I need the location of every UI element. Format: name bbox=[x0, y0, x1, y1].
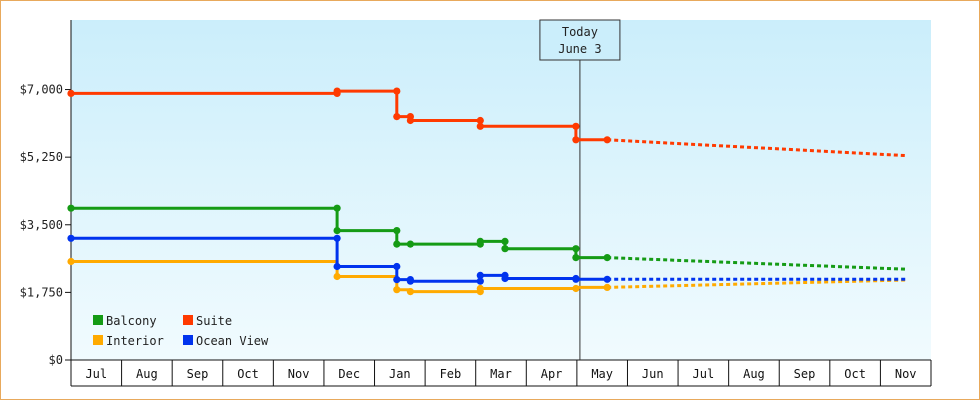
legend-swatch bbox=[183, 315, 193, 325]
data-point[interactable] bbox=[67, 204, 75, 212]
data-point[interactable] bbox=[406, 288, 414, 296]
legend-label: Ocean View bbox=[196, 334, 269, 348]
series-history-line bbox=[71, 236, 608, 283]
data-point[interactable] bbox=[393, 113, 401, 121]
data-point[interactable] bbox=[501, 237, 509, 245]
data-point[interactable] bbox=[603, 283, 611, 291]
data-point[interactable] bbox=[501, 245, 509, 253]
data-point[interactable] bbox=[501, 274, 509, 283]
today-label-line-2: June 3 bbox=[558, 42, 601, 56]
month-label: Jul bbox=[693, 367, 715, 381]
data-point[interactable] bbox=[393, 227, 401, 235]
data-point[interactable] bbox=[333, 204, 341, 212]
data-point[interactable] bbox=[333, 234, 341, 242]
plot-area bbox=[71, 20, 931, 360]
data-point[interactable] bbox=[572, 284, 580, 293]
month-label: Feb bbox=[440, 367, 462, 381]
y-axis: $0 $1,750 $3,500 $5,250 $7,000 bbox=[20, 20, 72, 367]
data-point[interactable] bbox=[476, 237, 484, 245]
data-point[interactable] bbox=[393, 87, 401, 95]
legend-item: Interior bbox=[93, 334, 164, 348]
data-point[interactable] bbox=[67, 257, 75, 266]
data-point[interactable] bbox=[572, 254, 580, 262]
today-label-line-1: Today bbox=[562, 25, 598, 39]
month-label: Nov bbox=[895, 367, 917, 381]
data-point[interactable] bbox=[476, 271, 484, 279]
series-forecast-line bbox=[607, 278, 906, 289]
x-axis: Jul Aug Sep Oct Nov Dec Jan Feb Mar Apr May Jun Jul A… bbox=[70, 359, 932, 387]
legend-label: Balcony bbox=[106, 314, 157, 328]
legend-swatch bbox=[93, 315, 103, 325]
data-point[interactable] bbox=[572, 136, 580, 144]
series-forecast-line bbox=[607, 256, 906, 271]
data-point[interactable] bbox=[333, 272, 341, 281]
data-point[interactable] bbox=[406, 240, 414, 248]
legend-label: Suite bbox=[196, 314, 232, 328]
month-label: Dec bbox=[338, 367, 360, 381]
today-marker: Today June 3 bbox=[539, 19, 621, 360]
data-point[interactable] bbox=[476, 277, 484, 285]
data-point[interactable] bbox=[572, 245, 580, 253]
data-point[interactable] bbox=[406, 116, 414, 125]
legend-item: Ocean View bbox=[183, 334, 269, 348]
series-ocean-view bbox=[67, 234, 906, 285]
data-point[interactable] bbox=[603, 275, 611, 283]
data-point[interactable] bbox=[393, 262, 401, 271]
legend: Balcony Suite Interior Ocean View bbox=[93, 314, 269, 348]
legend-item: Balcony bbox=[93, 314, 157, 328]
month-label: May bbox=[591, 367, 613, 381]
month-label: Apr bbox=[541, 367, 563, 381]
y-tick-label: $1,750 bbox=[20, 285, 63, 299]
series-balcony bbox=[67, 204, 906, 271]
legend-item: Suite bbox=[183, 314, 232, 328]
month-label: Oct bbox=[237, 367, 259, 381]
legend-swatch bbox=[93, 335, 103, 345]
data-point[interactable] bbox=[333, 227, 341, 235]
data-point[interactable] bbox=[393, 240, 401, 248]
data-point[interactable] bbox=[476, 284, 484, 293]
legend-swatch bbox=[183, 335, 193, 345]
data-point[interactable] bbox=[572, 275, 580, 283]
month-label: Sep bbox=[187, 367, 209, 381]
y-tick-label: $5,250 bbox=[20, 150, 63, 164]
month-label: Aug bbox=[136, 367, 158, 381]
month-label: Nov bbox=[288, 367, 310, 381]
month-label: Aug bbox=[743, 367, 765, 381]
y-tick-label: $3,500 bbox=[20, 218, 63, 232]
series-interior bbox=[67, 257, 906, 296]
month-label: Mar bbox=[490, 367, 512, 381]
today-label-box bbox=[539, 19, 621, 61]
data-point[interactable] bbox=[476, 116, 484, 125]
y-tick-label: $7,000 bbox=[20, 83, 63, 97]
month-label: Jun bbox=[642, 367, 664, 381]
data-point[interactable] bbox=[393, 286, 401, 294]
series-lines bbox=[67, 87, 906, 296]
data-point[interactable] bbox=[603, 136, 611, 144]
data-point[interactable] bbox=[67, 234, 75, 242]
month-label: Jul bbox=[85, 367, 107, 381]
y-tick-label: $0 bbox=[49, 353, 63, 367]
data-point[interactable] bbox=[333, 262, 341, 271]
month-label: Jan bbox=[389, 367, 411, 381]
data-point[interactable] bbox=[572, 122, 580, 130]
month-label: Sep bbox=[794, 367, 816, 381]
series-forecast-line bbox=[607, 138, 906, 158]
month-label: Oct bbox=[844, 367, 866, 381]
data-point[interactable] bbox=[476, 122, 484, 130]
data-point[interactable] bbox=[333, 87, 341, 95]
data-point[interactable] bbox=[406, 277, 414, 285]
legend-label: Interior bbox=[106, 334, 164, 348]
data-point[interactable] bbox=[393, 276, 401, 284]
series-suite bbox=[67, 87, 906, 158]
data-point[interactable] bbox=[67, 89, 75, 97]
data-point[interactable] bbox=[603, 254, 611, 262]
